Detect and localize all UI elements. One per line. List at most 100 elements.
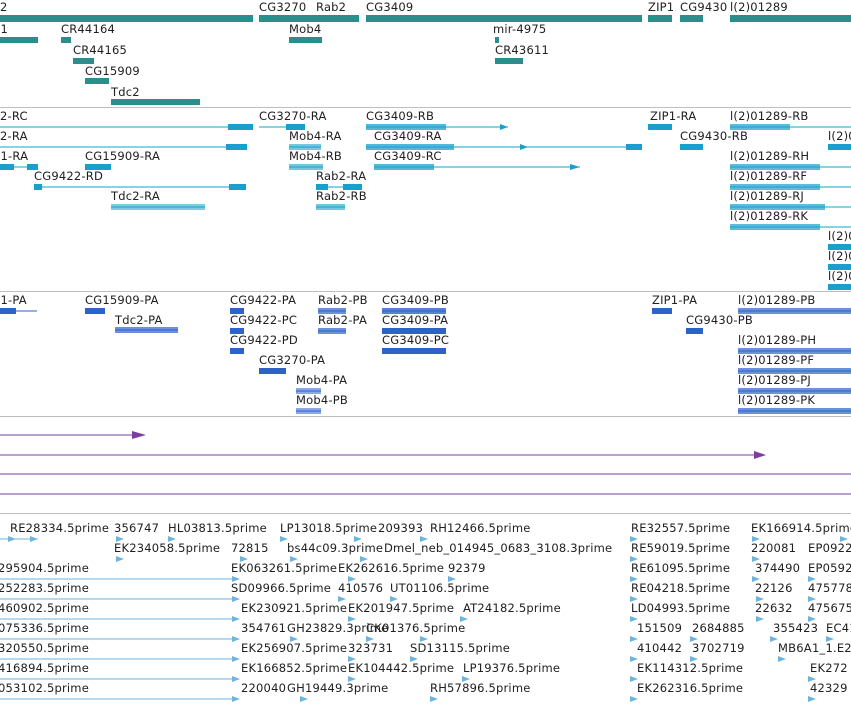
est-label[interactable]: GH19449.3prime [287,681,389,695]
protein-label[interactable]: CG9422-PA [230,293,297,307]
est-label[interactable]: EK234058.5prime [114,541,221,555]
protein-label[interactable]: CG9422-PD [230,333,298,347]
est-label[interactable]: EC41 [826,621,851,635]
est-label[interactable]: EK256907.5prime [241,641,348,655]
est-label[interactable]: EK166852.5prime [241,661,348,675]
est-label[interactable]: bs44c09.3prime [287,541,384,555]
est-label[interactable]: EK262616.5prime [338,561,445,575]
est-label[interactable]: AT24182.5prime [463,601,561,615]
protein-label[interactable]: l(2)01289-PK [738,393,816,407]
transcript-label[interactable]: CG9430-RB [680,129,749,143]
est-label[interactable]: EK166914.5prime [751,521,851,535]
est-label[interactable]: 2684885 [692,621,745,635]
est-label[interactable]: 22126 [755,581,793,595]
est-label[interactable]: 410442 [637,641,683,655]
gene-feature[interactable] [73,58,94,64]
protein-label[interactable]: Rab2-PA [318,313,368,327]
gene-feature[interactable] [259,15,289,22]
est-label[interactable]: 151509 [637,621,683,635]
est-label[interactable]: LD04993.5prime [631,601,731,615]
gene-label[interactable]: CG3409 [366,0,414,14]
transcript-label[interactable]: Rab2-RB [316,189,367,203]
gene-label[interactable]: c1 [0,22,9,36]
est-label[interactable]: RH12466.5prime [430,521,531,535]
gene-label[interactable]: mir-4975 [493,22,547,36]
transcript-label[interactable]: CG3409-RA [374,129,442,143]
transcript-label[interactable]: 2-RC [0,109,28,123]
transcript-label[interactable]: l(2)0 [828,269,851,283]
transcript-label[interactable]: CG3409-RB [366,109,435,123]
protein-label[interactable]: CG9430-PB [686,313,753,327]
transcript-label[interactable]: l(2)0 [828,229,851,243]
gene-feature[interactable] [495,37,499,43]
gene-label[interactable]: Tdc2 [111,85,140,99]
protein-label[interactable]: l(2)01289-PH [738,333,817,347]
transcript-label[interactable]: CG3409-RC [374,149,442,163]
est-label[interactable]: 374490 [755,561,801,575]
est-label[interactable]: 075336.5prime [0,621,89,635]
est-label[interactable]: 42329 [810,681,848,695]
est-label[interactable]: UT01106.5prime [390,581,490,595]
est-label[interactable]: SD09966.5prime [231,581,332,595]
protein-label[interactable]: c1-PA [0,293,27,307]
gene-label[interactable]: Mob4 [289,22,322,36]
est-label[interactable]: RE04218.5prime [631,581,731,595]
protein-label[interactable]: CG3409-PC [382,333,450,347]
protein-label[interactable]: CG3409-PA [382,313,449,327]
est-label[interactable]: 475778 [808,581,851,595]
est-label[interactable]: RH57896.5prime [430,681,531,695]
transcript-label[interactable]: CG15909-RA [85,149,161,163]
est-label[interactable]: 416894.5prime [0,661,89,675]
est-label[interactable]: GH23829.3prime [287,621,389,635]
transcript-label[interactable]: l(2)01289-RJ [730,189,804,203]
est-label[interactable]: MB6A [778,641,812,655]
est-label[interactable]: 323731 [348,641,394,655]
protein-label[interactable]: CG9422-PC [230,313,298,327]
transcript-label[interactable]: l(2)01289-RK [730,209,809,223]
est-label[interactable]: EK262316.5prime [637,681,744,695]
protein-label[interactable]: ZIP1-PA [652,293,698,307]
est-label[interactable]: 1_1.E2 [812,641,851,655]
transcript-label[interactable]: l(2)01289-RB [730,109,809,123]
protein-label[interactable]: Tdc2-PA [115,313,163,327]
gene-feature[interactable] [680,15,703,22]
est-label[interactable]: 220081 [751,541,797,555]
transcript-label[interactable]: l(2)0 [828,129,851,143]
protein-label[interactable]: CG3270-PA [259,353,326,367]
gene-label[interactable]: 2 [0,0,8,14]
est-label[interactable]: 475675 [808,601,851,615]
gene-feature[interactable] [0,15,253,22]
est-label[interactable]: LP13018.5prime [280,521,378,535]
est-label[interactable]: 355423 [773,621,819,635]
est-label[interactable]: RE59019.5prime [631,541,731,555]
gene-feature[interactable] [289,15,359,22]
protein-label[interactable]: Rab2-PB [318,293,368,307]
est-label[interactable]: 252283.5prime [0,581,89,595]
transcript-label[interactable]: Tdc2-RA [111,189,160,203]
protein-label[interactable]: CG3409-PB [382,293,449,307]
est-label[interactable]: EK063261.5prime [231,561,338,575]
transcript-label[interactable]: c1-RA [0,149,29,163]
transcript-label[interactable]: ZIP1-RA [650,109,697,123]
est-label[interactable]: EP0592 [808,561,851,575]
gene-label[interactable]: CR44164 [61,22,116,36]
est-label[interactable]: 22632 [755,601,793,615]
est-label[interactable]: HL03813.5prime [168,521,267,535]
gene-label[interactable]: Rab2 [316,0,347,14]
est-label[interactable]: EK272 [810,661,848,675]
protein-label[interactable]: l(2)01289-PB [738,293,816,307]
est-label[interactable]: 053102.5prime [0,681,89,695]
est-label[interactable]: 295904.5prime [0,561,89,575]
est-label[interactable]: EK230921.5prime [241,601,348,615]
est-label[interactable]: 72815 [231,541,269,555]
gene-feature[interactable] [366,15,642,22]
protein-label[interactable]: Mob4-PB [296,393,348,407]
gene-label[interactable]: ZIP1 [648,0,675,14]
gene-feature[interactable] [648,15,672,22]
gene-feature[interactable] [0,37,38,43]
transcript-label[interactable]: l(2)01289-RH [730,149,810,163]
protein-label[interactable]: CG15909-PA [85,293,159,307]
protein-label[interactable]: Mob4-PA [296,373,348,387]
transcript-label[interactable]: Rab2-RA [316,169,367,183]
